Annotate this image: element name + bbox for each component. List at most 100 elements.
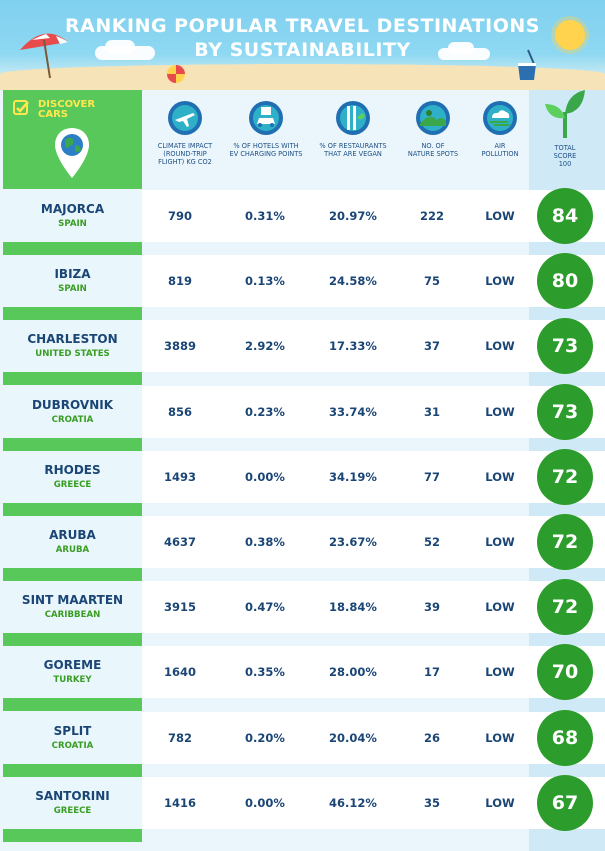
cloud-wind-icon <box>483 101 517 135</box>
vegan-value: 20.04% <box>329 730 377 745</box>
nature-hills-icon <box>416 101 450 135</box>
header-banner: RANKING POPULAR TRAVEL DESTINATIONS BY S… <box>0 0 605 90</box>
row-divider <box>3 633 142 647</box>
row-divider <box>3 568 142 581</box>
vegan-value: 20.97% <box>329 209 377 223</box>
column-label: % OF RESTAURANTS THAT ARE VEGAN <box>319 142 387 158</box>
airplane-icon <box>168 101 202 135</box>
sun-icon <box>555 20 585 50</box>
sand-strip <box>0 64 605 90</box>
bucket-icon <box>518 49 536 80</box>
vegan-cutlery-icon <box>336 101 370 135</box>
total-score-badge: 68 <box>537 709 593 766</box>
column-label: CLIMATE IMPACT (ROUND-TRIP FLIGHT) KG CO2 <box>157 142 213 166</box>
destination-cell <box>3 450 142 503</box>
climate-value: 3889 <box>163 339 196 354</box>
city-name: SANTORINI <box>35 788 110 803</box>
total-score-badge: 72 <box>537 579 593 636</box>
total-score-badge: 70 <box>537 644 593 701</box>
nature-value: 222 <box>419 209 444 223</box>
title-line: BY SUSTAINABILITY <box>194 39 411 61</box>
total-score-badge: 67 <box>537 774 593 831</box>
air-value: LOW <box>485 339 515 354</box>
total-score-badge: 84 <box>537 188 593 244</box>
ev-value: 0.31% <box>245 209 285 223</box>
total-score-badge: 73 <box>537 383 593 440</box>
column-label: AIR POLLUTION <box>481 142 519 158</box>
climate-value: 4637 <box>163 535 196 549</box>
country-name: GREECE <box>53 805 92 816</box>
beach-umbrella-icon <box>20 33 68 79</box>
column-label: % OF HOTELS WITH EV CHARGING POINTS <box>229 142 303 158</box>
vegan-value: 23.67% <box>329 535 377 549</box>
country-name: ARUBA <box>55 545 90 555</box>
column-label: NO. OF NATURE SPOTS <box>407 142 459 158</box>
nature-value: 75 <box>423 274 440 289</box>
brand-line: CARS <box>38 109 68 120</box>
vegan-value: 17.33% <box>329 339 377 354</box>
nature-value: 26 <box>423 730 440 745</box>
destination-cell <box>3 255 142 308</box>
ev-charging-car-icon <box>249 101 283 135</box>
country-name: CROATIA <box>51 414 94 425</box>
city-name: IBIZA <box>54 267 91 282</box>
page-title: RANKING POPULAR TRAVEL DESTINATIONS BY S… <box>0 14 605 62</box>
total-score-badge: 72 <box>537 448 593 505</box>
destination-cell <box>3 776 142 829</box>
column-header-vegan: % OF RESTAURANTS THAT ARE VEGAN <box>310 100 396 158</box>
air-value: LOW <box>485 665 515 680</box>
row-divider <box>3 763 142 777</box>
city-name: RHODES <box>44 462 101 477</box>
vegan-value: 28.00% <box>329 665 377 680</box>
city-name: SPLIT <box>53 723 92 738</box>
country-name: CARIBBEAN <box>44 610 101 621</box>
nature-value: 31 <box>423 404 440 419</box>
city-name: DUBROVNIK <box>31 397 114 412</box>
ev-value: 0.35% <box>245 665 285 680</box>
row-divider <box>3 372 142 386</box>
ev-value: 0.00% <box>245 795 285 810</box>
climate-value: 1640 <box>163 665 196 680</box>
nature-value: 35 <box>423 795 440 810</box>
column-header-climate: CLIMATE IMPACT (ROUND-TRIP FLIGHT) KG CO2 <box>142 100 228 166</box>
country-name: CROATIA <box>51 740 94 751</box>
column-header-score: TOTAL SCORE 100 <box>522 88 605 168</box>
air-value: LOW <box>485 274 515 289</box>
nature-value: 77 <box>423 469 440 484</box>
city-name: SINT MAARTEN <box>21 593 124 608</box>
ev-value: 0.00% <box>245 469 285 484</box>
destination-cell <box>3 385 142 438</box>
brand-panel: DISCOVER CARS <box>3 90 142 189</box>
city-name: GOREME <box>43 658 102 673</box>
city-name: MAJORCA <box>40 202 105 216</box>
vegan-value: 34.19% <box>329 469 377 484</box>
city-name: ARUBA <box>49 528 96 542</box>
climate-value: 856 <box>167 404 192 419</box>
air-value: LOW <box>485 535 515 549</box>
air-value: LOW <box>485 795 515 810</box>
destination-cell <box>3 190 142 242</box>
climate-value: 819 <box>167 274 192 289</box>
cloud-decoration <box>105 40 135 54</box>
climate-value: 3915 <box>163 600 196 615</box>
climate-value: 1493 <box>163 469 196 484</box>
air-value: LOW <box>485 469 515 484</box>
ev-value: 0.38% <box>245 535 285 549</box>
row-divider <box>3 828 142 842</box>
ev-value: 0.13% <box>245 274 285 289</box>
column-header-ev: % OF HOTELS WITH EV CHARGING POINTS <box>223 100 309 158</box>
column-label: TOTAL SCORE 100 <box>553 144 577 168</box>
city-name: CHARLESTON <box>27 332 118 347</box>
row-divider <box>3 307 142 321</box>
air-value: LOW <box>485 404 515 419</box>
total-score-badge: 73 <box>537 318 593 375</box>
country-name: GREECE <box>53 479 92 490</box>
vegan-value: 33.74% <box>329 404 377 419</box>
country-name: SPAIN <box>58 219 87 229</box>
air-value: LOW <box>485 209 515 223</box>
total-score-badge: 72 <box>537 514 593 570</box>
ev-value: 0.47% <box>245 600 285 615</box>
climate-value: 782 <box>167 730 192 745</box>
beach-ball-icon <box>167 65 185 83</box>
